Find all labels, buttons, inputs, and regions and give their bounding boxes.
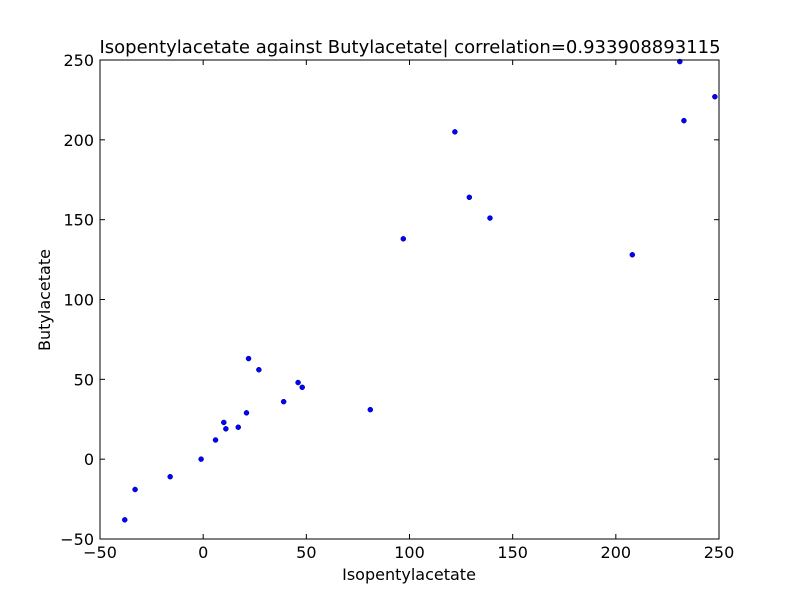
x-tick-label: 50 [296, 543, 316, 562]
data-point [221, 419, 227, 426]
data-point [167, 473, 173, 480]
data-point [299, 384, 305, 391]
y-tick-label: 150 [63, 211, 94, 230]
data-point [235, 424, 241, 430]
y-tick-label: 250 [63, 51, 94, 70]
data-point [245, 355, 252, 362]
y-tick-label: 100 [63, 291, 94, 310]
x-tick-label: 200 [601, 543, 632, 562]
data-point [256, 367, 262, 373]
data-point [629, 252, 636, 258]
data-point [452, 129, 458, 135]
data-point [223, 426, 229, 432]
data-point [122, 517, 128, 523]
data-point [681, 117, 687, 124]
y-tick-label: 0 [84, 450, 94, 469]
x-axis-ticks: −50 0 50 100 150 200 250 [83, 60, 734, 562]
data-point [367, 406, 374, 413]
data-point [212, 437, 219, 443]
data-point [400, 236, 407, 242]
y-tick-label: 50 [74, 370, 94, 389]
x-axis-label: Isopentylacetate [342, 565, 476, 584]
data-point [712, 93, 718, 100]
x-tick-label: 100 [394, 543, 425, 562]
data-point [198, 456, 204, 462]
x-tick-label: −50 [83, 543, 117, 562]
data-point [280, 398, 287, 405]
data-points [122, 58, 718, 523]
data-point [243, 410, 250, 416]
data-point [466, 194, 473, 201]
y-tick-label: 200 [63, 131, 94, 150]
plot-frame [99, 59, 720, 540]
data-point [295, 379, 301, 386]
y-axis-label: Butylacetate [35, 249, 54, 351]
y-tick-label: −50 [60, 530, 94, 549]
y-axis-ticks: −50 0 50 100 150 200 250 [60, 51, 719, 549]
x-tick-label: 150 [497, 543, 528, 562]
chart-title: Isopentylacetate against Butylacetate| c… [99, 37, 720, 58]
x-tick-label: 250 [704, 543, 735, 562]
x-tick-label: 0 [198, 543, 208, 562]
data-point [132, 486, 138, 493]
data-point [487, 215, 493, 221]
